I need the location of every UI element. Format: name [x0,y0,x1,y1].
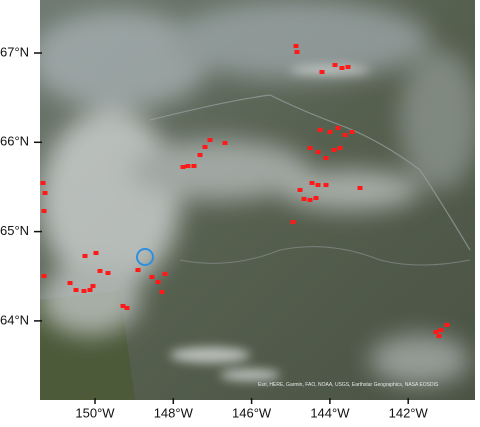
fire-spot [307,146,313,150]
fire-spot [97,269,103,273]
fire-spot [444,323,450,327]
fire-detections [40,44,450,338]
fire-spot [155,280,161,284]
fire-spot [349,130,355,134]
fire-spot [105,271,111,275]
fire-spot [41,209,47,213]
fire-spot [342,133,348,137]
fire-spot [332,63,338,67]
latitude-label: 67°N [0,44,29,59]
longitude-label: 150°W [75,405,115,420]
fire-spot [345,65,351,69]
fire-spot [93,251,99,255]
longitude-label: 144°W [310,405,350,420]
fire-spot [433,330,439,334]
fire-spot [339,66,345,70]
fire-spot [357,186,363,190]
fire-spot [81,289,87,293]
fire-spot [317,128,323,132]
fire-spot [149,275,155,279]
fire-spot [202,145,208,149]
fire-spot [294,50,300,54]
fire-spot [315,150,321,154]
fire-spot [82,254,88,258]
attribution: Esri, HERE, Garmin, FAO, NOAA, USGS, Ear… [258,382,439,388]
fire-spot [73,288,79,292]
fire-spot [42,191,48,195]
fire-spot [191,164,197,168]
fire-spot [135,268,141,272]
fire-spot [319,70,325,74]
satellite-imagery: Esri, HERE, Garmin, FAO, NOAA, USGS, Ear… [40,0,475,400]
fire-spot [309,181,315,185]
fire-spot [162,272,168,276]
latitude-label: 66°N [0,134,29,149]
longitude-label: 146°W [232,405,272,420]
fire-spot [323,183,329,187]
fire-spot [222,141,228,145]
fire-spot [90,284,96,288]
selected-location [136,248,154,266]
fire-spot [331,148,337,152]
graticule-labels: 67°N 66°N 65°N 64°N 150°W 148°W 146°W 144°W 142°… [0,44,429,420]
fire-spot [323,156,329,160]
fire-spot [40,181,46,185]
fire-spot [313,196,319,200]
fire-spot [297,188,303,192]
fire-spot [315,183,321,187]
latitude-label: 65°N [0,223,29,238]
fire-spot [301,197,307,201]
fire-spot [307,198,313,202]
fire-spot [327,130,333,134]
fire-spot [124,306,130,310]
fire-spot [159,290,165,294]
fire-spot [293,44,299,48]
fire-spot [335,126,341,130]
longitude-label: 148°W [154,405,194,420]
fire-spot [185,164,191,168]
fire-spot [41,274,47,278]
fire-spot [436,334,442,338]
fire-spot [180,165,186,169]
fire-spot [120,304,126,308]
longitude-label: 142°W [389,405,429,420]
fire-spot [337,146,343,150]
fire-spot [87,288,93,292]
fire-spot [207,138,213,142]
fire-spot [290,220,296,224]
fire-spot [67,281,73,285]
fire-spot [197,153,203,157]
fire-spot [438,328,444,332]
latitude-label: 64°N [0,312,29,327]
